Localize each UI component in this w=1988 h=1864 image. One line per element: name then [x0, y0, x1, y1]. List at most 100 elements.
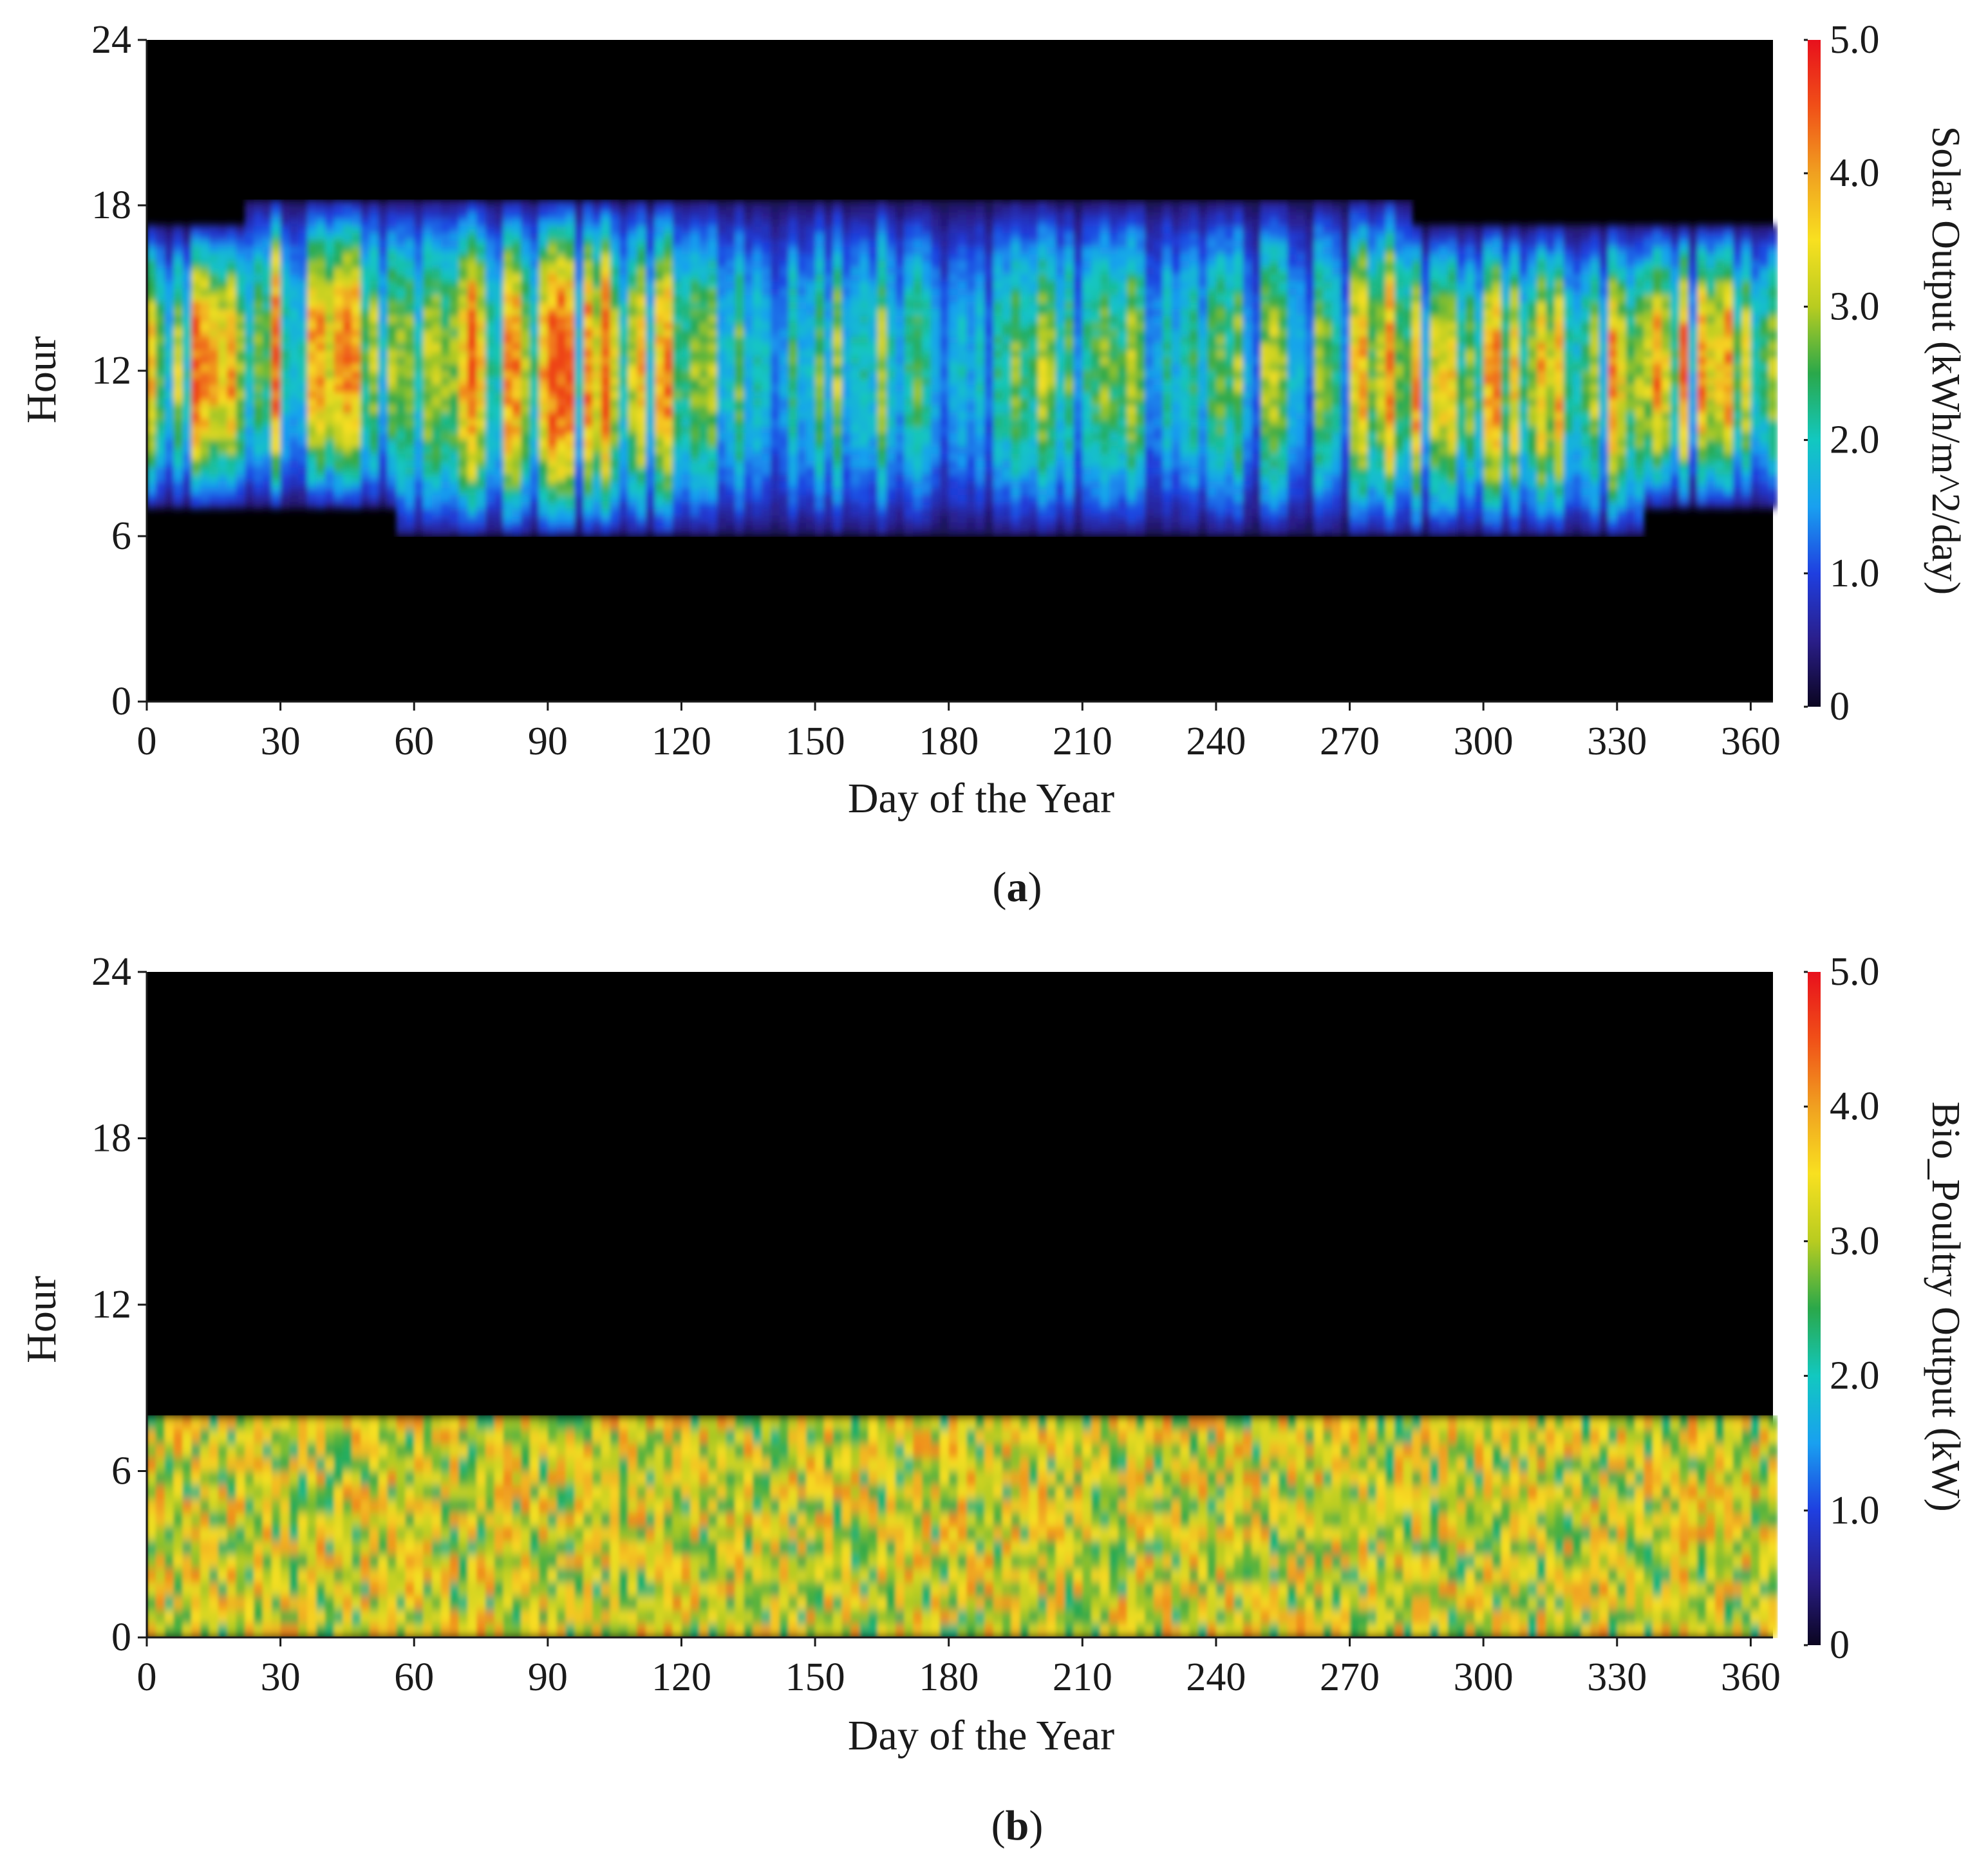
heatmap-cell — [387, 281, 397, 289]
heatmap-cell — [841, 515, 851, 523]
heatmap-cell — [262, 440, 272, 447]
heatmap-cell — [922, 308, 932, 316]
heatmap-cell — [530, 232, 539, 241]
heatmap-cell — [414, 398, 424, 406]
heatmap-cell — [254, 453, 263, 461]
heatmap-cell — [556, 357, 567, 364]
heatmap-cell — [699, 412, 709, 420]
heatmap-cell — [654, 405, 664, 413]
heatmap-cell — [762, 260, 771, 268]
heatmap-cell — [868, 474, 878, 481]
heatmap-cell — [324, 460, 335, 468]
heatmap-cell — [681, 329, 691, 337]
heatmap-cell — [770, 440, 780, 447]
heatmap-cell — [1064, 481, 1074, 489]
heatmap-cell — [681, 433, 691, 440]
heatmap-cell — [1002, 267, 1012, 275]
heatmap-cell — [476, 501, 486, 509]
heatmap-cell — [592, 453, 602, 461]
heatmap-cell — [342, 384, 352, 392]
heatmap-cell — [823, 205, 834, 213]
heatmap-cell — [254, 425, 263, 433]
heatmap-cell — [984, 260, 994, 268]
heatmap-cell — [316, 288, 326, 295]
heatmap-cell — [717, 460, 727, 468]
heatmap-cell — [663, 529, 673, 537]
heatmap-cell — [1038, 488, 1047, 496]
heatmap-cell — [690, 308, 700, 316]
heatmap-cell — [654, 515, 664, 523]
heatmap-cell — [521, 522, 530, 530]
heatmap-cell — [717, 433, 727, 440]
heatmap-cell — [601, 315, 611, 323]
heatmap-cell — [245, 343, 254, 351]
heatmap-cell — [753, 391, 762, 399]
heatmap-cell — [280, 315, 290, 323]
heatmap-cell — [539, 301, 549, 310]
heatmap-cell — [922, 460, 932, 468]
heatmap-cell — [556, 247, 567, 254]
heatmap-cell — [984, 412, 994, 420]
heatmap-cell — [414, 281, 424, 289]
heatmap-cell — [1038, 371, 1047, 378]
heatmap-cell — [414, 260, 424, 268]
heatmap-cell — [1011, 488, 1020, 496]
heatmap-cell — [342, 200, 352, 206]
heatmap-cell — [431, 329, 442, 337]
heatmap-cell — [1055, 350, 1065, 358]
heatmap-cell — [993, 288, 1003, 295]
heatmap-cell — [521, 336, 530, 344]
heatmap-cell — [895, 488, 905, 496]
heatmap-cell — [405, 474, 415, 481]
heatmap-cell — [565, 288, 575, 295]
heatmap-cell — [414, 494, 424, 503]
heatmap-cell — [414, 254, 424, 261]
heatmap-cell — [948, 481, 959, 489]
heatmap-cell — [147, 247, 156, 254]
heatmap-cell — [458, 433, 468, 440]
heatmap-cell — [850, 405, 860, 413]
heatmap-cell — [628, 529, 637, 537]
heatmap-cell — [841, 433, 851, 440]
heatmap-cell — [556, 460, 567, 468]
heatmap-cell — [770, 371, 780, 378]
heatmap-cell — [494, 405, 504, 413]
heatmap-cell — [895, 336, 905, 344]
heatmap-cell — [717, 212, 727, 219]
heatmap-cell — [547, 446, 558, 454]
heatmap-cell — [405, 200, 415, 206]
heatmap-cell — [1029, 384, 1038, 392]
heatmap-cell — [975, 254, 985, 261]
heatmap-cell — [298, 315, 308, 323]
heatmap-cell — [583, 515, 593, 523]
heatmap-cell — [886, 343, 896, 351]
heatmap-cell — [841, 364, 851, 371]
heatmap-cell — [646, 522, 655, 530]
heatmap-cell — [458, 391, 468, 399]
heatmap-cell — [316, 274, 326, 282]
heatmap-cell — [868, 440, 878, 447]
heatmap-cell — [850, 419, 860, 427]
heatmap-cell — [1047, 481, 1056, 489]
heatmap-cell — [191, 446, 201, 454]
heatmap-cell — [1055, 494, 1065, 503]
heatmap-cell — [984, 301, 994, 310]
heatmap-cell — [690, 384, 700, 392]
heatmap-cell — [574, 425, 584, 433]
heatmap-cell — [877, 274, 887, 282]
heatmap-cell — [556, 254, 567, 261]
heatmap-cell — [788, 322, 798, 330]
heatmap-cell — [245, 260, 254, 268]
heatmap-cell — [966, 295, 976, 303]
heatmap-cell — [565, 301, 575, 310]
heatmap-cell — [414, 219, 424, 227]
heatmap-cell — [164, 260, 174, 268]
heatmap-cell — [530, 501, 539, 509]
heatmap-cell — [316, 425, 326, 433]
heatmap-cell — [530, 481, 539, 489]
heatmap-cell — [227, 315, 236, 323]
heatmap-cell — [984, 460, 994, 468]
heatmap-cell — [726, 398, 736, 406]
heatmap-cell — [610, 308, 620, 316]
heatmap-cell — [797, 419, 807, 427]
